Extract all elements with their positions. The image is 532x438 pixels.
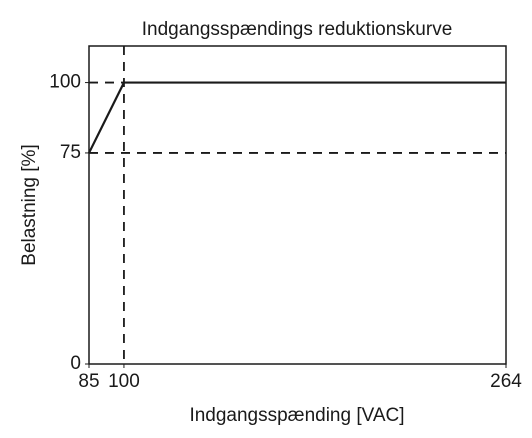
y-tick-label: 0 (70, 353, 81, 374)
x-tick-label: 264 (490, 371, 522, 392)
x-axis-label: Indgangsspænding [VAC] (189, 405, 404, 426)
x-tick-label: 100 (108, 371, 140, 392)
data-line (88, 81, 506, 154)
chart-title: Indgangsspændings reduktionskurve (142, 19, 453, 40)
y-axis-label: Belastning [%] (19, 144, 40, 265)
y-tick-label: 100 (49, 72, 81, 93)
plot-frame (88, 45, 507, 365)
x-tick-label: 85 (78, 371, 99, 392)
y-tick-label: 75 (60, 142, 81, 163)
